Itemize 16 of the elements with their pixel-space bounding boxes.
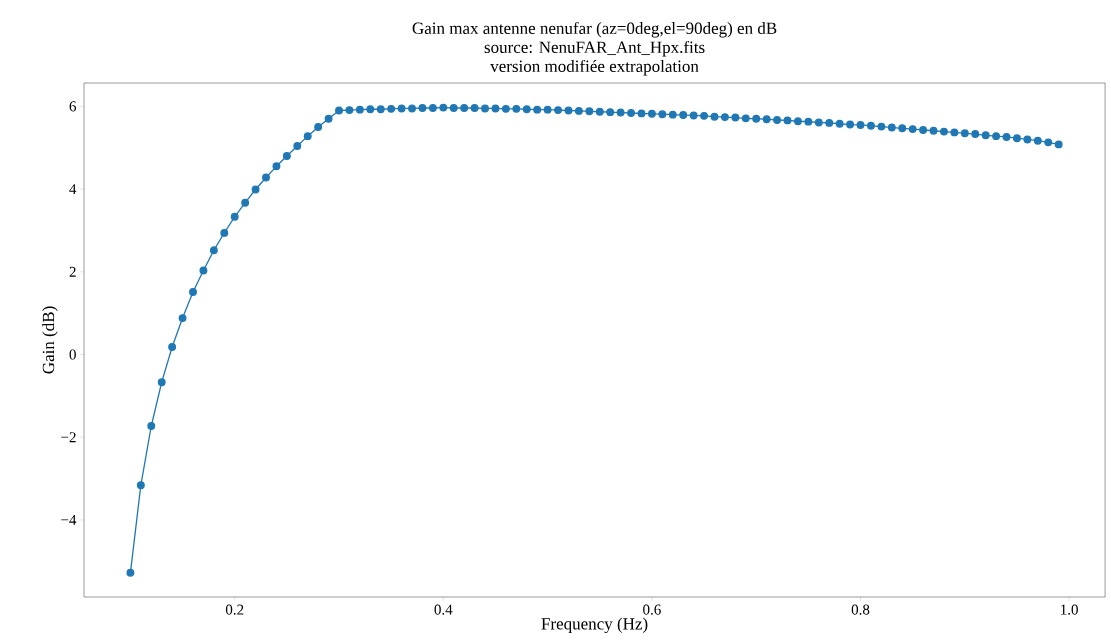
x-axis-title: Frequency (Hz) [541,617,648,634]
x-tick-label: 0.2 [225,604,244,615]
y-tick-label: 4 [69,184,77,194]
chart-title: Gain max antenne nenufar (az=0deg,el=90deg) en dB [412,21,777,38]
x-tick-label: 0.4 [434,604,453,615]
x-tick-label: 0.8 [851,604,870,615]
x-tick-label: 0.6 [643,604,661,615]
y-tick-label: 0 [69,349,76,360]
y-tick-label: −4 [61,514,77,525]
y-tick-label: 2 [69,266,76,277]
text: version modifiée extrapolation [490,59,699,76]
y-axis-title: Gain (dB) [42,306,58,374]
y-tick-label: −2 [61,432,76,443]
chart-subtitle: source: NenuFAR_Ant_Hpx.fits [484,40,705,57]
x-tick-label: 1.0 [1061,604,1078,615]
y-tick-label: 6 [69,101,77,112]
